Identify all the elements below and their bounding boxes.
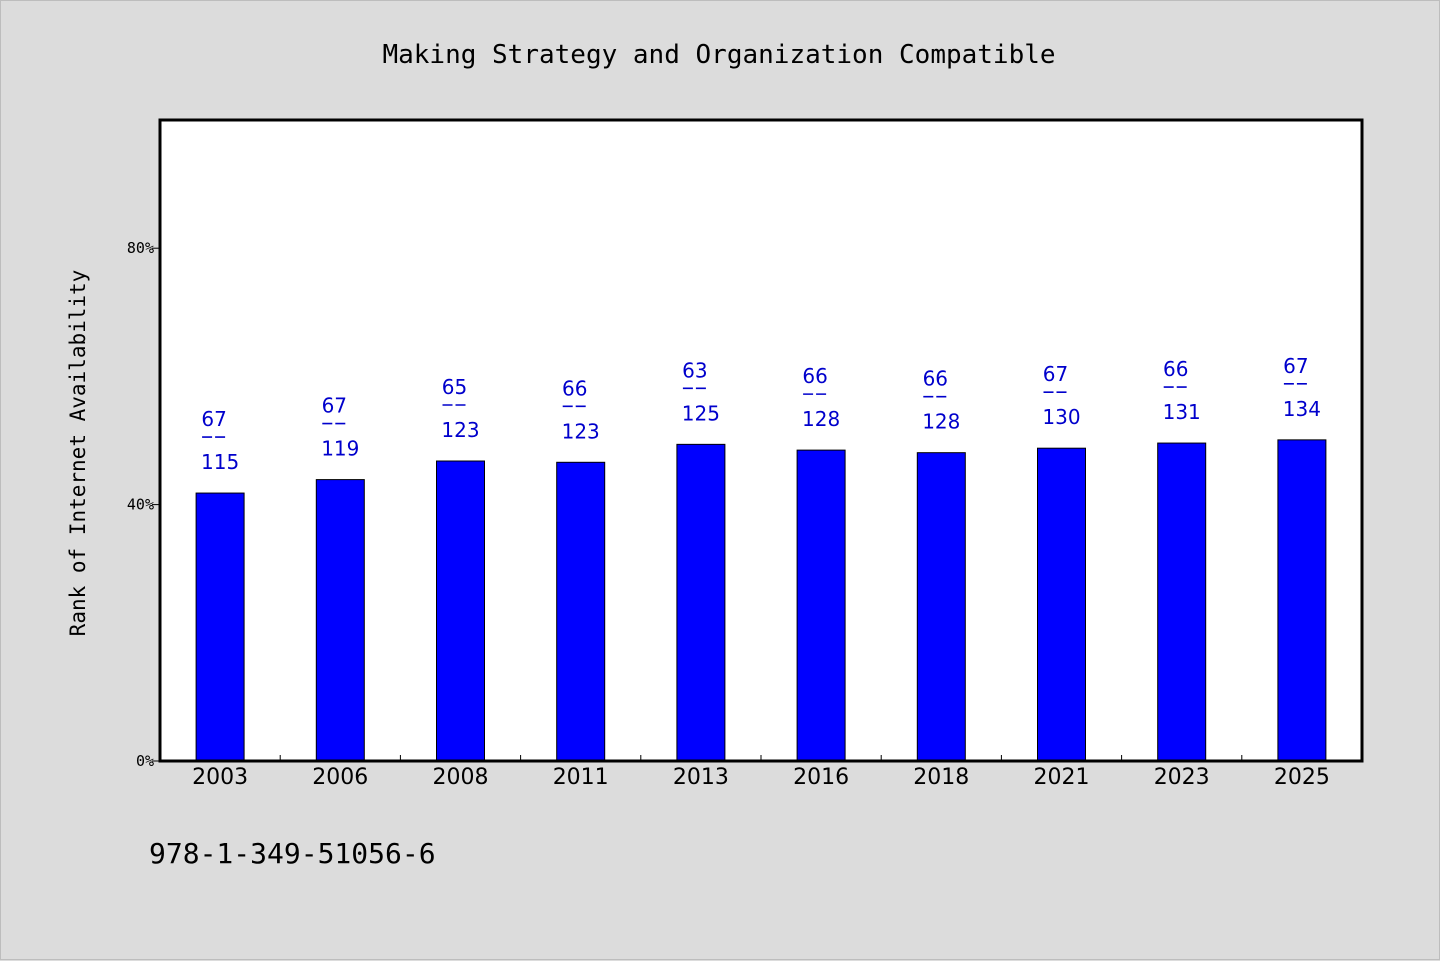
- x-tick-label-2021: 2021: [1034, 765, 1090, 790]
- y-tick-label: 0%: [136, 752, 154, 770]
- x-axis: 2003 2006 2008 2011 2013 2016 2018 2021 2023 2025: [192, 755, 1330, 790]
- x-tick-label-2025: 2025: [1274, 765, 1330, 790]
- bar-label-bottom-2016: 128: [802, 407, 840, 431]
- bar-label-bottom-2008: 123: [441, 418, 479, 442]
- bar-2021: [1037, 447, 1086, 762]
- bar-label-bottom-2025: 134: [1283, 397, 1321, 421]
- bar-2013: [676, 443, 726, 762]
- bar-label-bottom-2021: 130: [1042, 405, 1080, 429]
- bar-label-bottom-2018: 128: [922, 410, 960, 434]
- bar-label-top-2018: 66: [923, 367, 948, 391]
- footer-isbn: 978-1-349-51056-6: [149, 837, 436, 870]
- bar-label-top-2023: 66: [1163, 357, 1188, 381]
- bar-label-top-2016: 66: [802, 364, 827, 388]
- bar-label-top-2013: 63: [682, 358, 707, 382]
- bar-2003: [195, 492, 245, 762]
- y-tick-label: 80%: [127, 239, 154, 257]
- bar-label-bottom-2011: 123: [562, 419, 600, 443]
- x-tick-label-2016: 2016: [793, 765, 849, 790]
- bar-labels-layer: 67 115 67 119 65 123 66 123 63 125 66 128 66 128 67 130…: [201, 354, 1321, 474]
- bar-label-top-2003: 67: [201, 407, 226, 431]
- bar-label-bottom-2003: 115: [201, 450, 239, 474]
- x-tick-label-2018: 2018: [913, 765, 969, 790]
- bar-2008: [436, 460, 485, 762]
- chart-title: Making Strategy and Organization Compati…: [382, 40, 1055, 70]
- x-tick-label-2023: 2023: [1154, 765, 1210, 790]
- bar-label-bottom-2023: 131: [1163, 400, 1201, 424]
- bar-2023: [1157, 442, 1207, 762]
- x-tick-label-2008: 2008: [433, 765, 489, 790]
- y-axis: 0% 40% 80%: [127, 239, 160, 770]
- x-tick-label-2013: 2013: [673, 765, 729, 790]
- plot-border: [158, 118, 1364, 763]
- bar-2018: [916, 452, 966, 762]
- bar-2025: [1277, 439, 1327, 762]
- x-tick-label-2003: 2003: [192, 765, 248, 790]
- bar-label-bottom-2006: 119: [321, 437, 359, 461]
- bar-2006: [315, 479, 365, 762]
- bar-label-top-2021: 67: [1043, 362, 1068, 386]
- bar-label-top-2006: 67: [322, 394, 347, 418]
- y-axis-label: Rank of Internet Availability: [66, 270, 90, 637]
- bar-label-top-2008: 65: [442, 375, 467, 399]
- y-tick-label: 40%: [127, 496, 154, 514]
- bars-layer: [195, 439, 1327, 762]
- bar-2016: [796, 449, 846, 762]
- x-tick-label-2011: 2011: [553, 765, 609, 790]
- x-tick-label-2006: 2006: [312, 765, 368, 790]
- bar-label-bottom-2013: 125: [682, 401, 720, 425]
- bar-label-top-2011: 66: [562, 376, 587, 400]
- bar-2011: [556, 461, 606, 762]
- bar-label-top-2025: 67: [1283, 354, 1308, 378]
